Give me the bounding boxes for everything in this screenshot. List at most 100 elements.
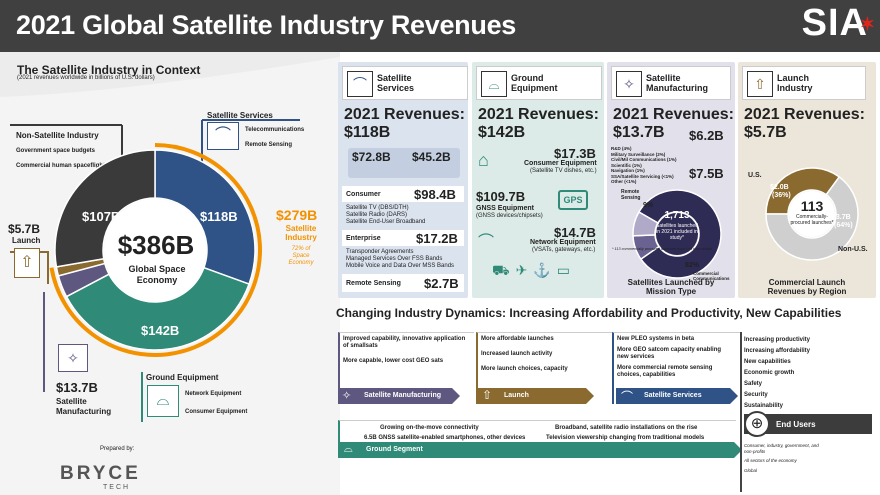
end-item-3: New capabilities	[744, 359, 791, 365]
enterprise-value: $17.2B	[416, 231, 458, 246]
slice-other	[632, 210, 659, 237]
gnss-value: $109.7B	[476, 189, 526, 204]
card-manuf: ✧ Satellite Manufacturing 2021 Revenues:…	[607, 62, 735, 298]
ground-dyn-box	[338, 420, 736, 446]
manuf-us: $6.2B	[689, 128, 724, 143]
star-icon: ✶	[859, 14, 876, 34]
satind-label: Satellite Industry	[285, 224, 317, 242]
slice-non-satellite-industry	[54, 149, 156, 268]
card-launch-title: Launch Industry	[777, 73, 813, 93]
rocket-icon: ⇧	[747, 71, 773, 97]
launch-label: Launch	[12, 236, 41, 245]
slice-label-nonsat: $107B	[82, 209, 121, 224]
satellite-dish-icon: ⌒	[347, 71, 373, 97]
network-sub: (VSATs, gateways, etc.)	[532, 247, 596, 253]
manuf-dyn-box	[338, 332, 474, 404]
card-manuf-title: Satellite Manufacturing	[646, 73, 708, 93]
gnss-sub: (GNSS devices/chipsets)	[476, 213, 543, 219]
end-users-bar	[744, 414, 872, 434]
card-manuf-rev-label: 2021 Revenues:	[613, 106, 734, 123]
ground-arrow-icon: ⌓	[344, 443, 353, 455]
launch-arrow-label: Launch	[504, 392, 529, 399]
slice-ground-equipment	[65, 266, 250, 351]
prepared-by: Prepared by:	[100, 446, 135, 452]
mission-caption: Satellites Launched by Mission Type	[627, 278, 715, 296]
satellite-dish-icon: ⌒	[207, 122, 239, 150]
consumer-item-3: Satellite End-User Broadband	[346, 219, 426, 225]
consumer-label: Consumer	[346, 191, 381, 198]
end-users-box	[740, 332, 876, 492]
card-launch-header: ⇧ Launch Industry	[742, 66, 866, 100]
end-item-1: Increasing productivity	[744, 337, 811, 343]
ground-arrow-label: Ground Segment	[366, 446, 423, 453]
end-sub-2: All sectors of the economy	[744, 458, 797, 463]
services-item-1: Telecommunications	[245, 127, 305, 133]
card-ground: ⌓ Ground Equipment 2021 Revenues: $142B …	[472, 62, 604, 298]
manuf-item-4: Scientific (1%)	[611, 162, 642, 168]
launch-donut	[765, 167, 859, 261]
launch-nonus-label: Non-U.S.	[838, 246, 868, 253]
manuf-note: * 113 commercially procured launches fro…	[612, 247, 712, 251]
context-sub: (2021 revenues worldwide in billions of …	[17, 75, 155, 81]
map-bg	[348, 148, 460, 178]
ground-dyn-item-2: 6.5B GNSS satellite-enabled smartphones,…	[364, 435, 526, 441]
donut-center-label: Global Space Economy	[128, 264, 186, 285]
remote-label: Remote Sensing	[346, 280, 401, 287]
services-arrow-label: Satellite Services	[644, 392, 702, 399]
satind-value: $279B	[276, 207, 318, 223]
gnss-label: GNSS Equipment	[476, 205, 534, 212]
ground-dish-icon: ⌓	[481, 71, 507, 97]
ground-dyn-item-4: Television viewership changing from trad…	[546, 435, 705, 441]
card-launch-rev: $5.7B	[744, 124, 787, 141]
enterprise-item-3: Mobile Voice and Data Over MSS Bands	[346, 263, 455, 269]
card-services-rev-label: 2021 Revenues:	[344, 106, 465, 123]
satellite-industry-ring	[49, 143, 262, 357]
ground-dish-icon: ⌓	[147, 385, 179, 417]
launch-nonus-val: $3.7B	[832, 214, 851, 221]
satellite-icon: ✧	[58, 344, 88, 372]
ground-dyn-item-1: Growing on-the-move connectivity	[380, 425, 479, 431]
launch-dyn-box	[476, 332, 612, 404]
donut-hole	[656, 213, 698, 255]
mission-center-label: Satellites launched in 2021 included in …	[656, 223, 698, 241]
pct-9: 9%	[643, 202, 654, 209]
launch-us-pct: (36%)	[772, 192, 791, 199]
launch-dyn-item-3: More launch choices, capacity	[481, 366, 568, 372]
services-dyn-item-2: More GEO satcom capacity enabling new se…	[617, 347, 722, 360]
manuf-dyn-item-1: Improved capability, innovative applicat…	[343, 336, 466, 349]
card-manuf-rev: $13.7B	[613, 124, 665, 141]
pct-82: 82%	[685, 262, 700, 269]
consumer-value: $98.4B	[414, 187, 456, 202]
card-services-header: ⌒ Satellite Services	[342, 66, 468, 100]
ground-consumer-value: $17.3B	[554, 146, 596, 161]
card-ground-header: ⌓ Ground Equipment	[476, 66, 602, 100]
globe-icon: ⊕	[744, 411, 770, 437]
manuf-item-2: Military Surveillance (2%)	[611, 151, 666, 157]
services-arrow-icon: ⌒	[621, 390, 634, 404]
end-item-4: Economic growth	[744, 370, 795, 376]
services-item-2: Remote Sensing	[245, 142, 293, 148]
launch-arrow-icon: ⇧	[482, 388, 493, 402]
ground-consumer-sub: (Satellite TV dishes, etc.)	[530, 168, 597, 174]
end-sub-1: Consumer, industry, government, and non-…	[744, 443, 819, 454]
bryce-logo: BRYCE	[60, 463, 141, 484]
launch-center-sub: Commercially-procured launches*	[790, 214, 834, 226]
dynamics-arrows	[338, 388, 742, 458]
mission-donut	[632, 189, 722, 279]
launch-center: 113	[800, 198, 824, 214]
manuf-item-5: Navigation (1%)	[611, 168, 645, 173]
donut-hole	[789, 191, 835, 237]
donut-center-value: $386B	[117, 230, 195, 260]
bryce-tech: TECH	[103, 484, 131, 491]
house-icon: ⌂	[478, 150, 489, 170]
comm-label: Commercial Communications	[693, 271, 730, 281]
card-ground-rev: $142B	[478, 124, 526, 141]
services-dyn-item-1: New PLEO systems in beta	[617, 336, 695, 342]
enterprise-item-2: Managed Services Over FSS Bands	[346, 256, 443, 262]
end-users-label: End Users	[776, 420, 816, 429]
consumer-item-1: Satellite TV (DBS/DTH)	[346, 205, 409, 211]
ground-consumer-label: Consumer Equipment	[524, 160, 597, 167]
nonsat-item-2: Commercial human spaceflight	[16, 163, 106, 169]
remote-sensing-label: Remote Sensing	[621, 189, 641, 201]
services-dyn-box	[612, 332, 740, 404]
